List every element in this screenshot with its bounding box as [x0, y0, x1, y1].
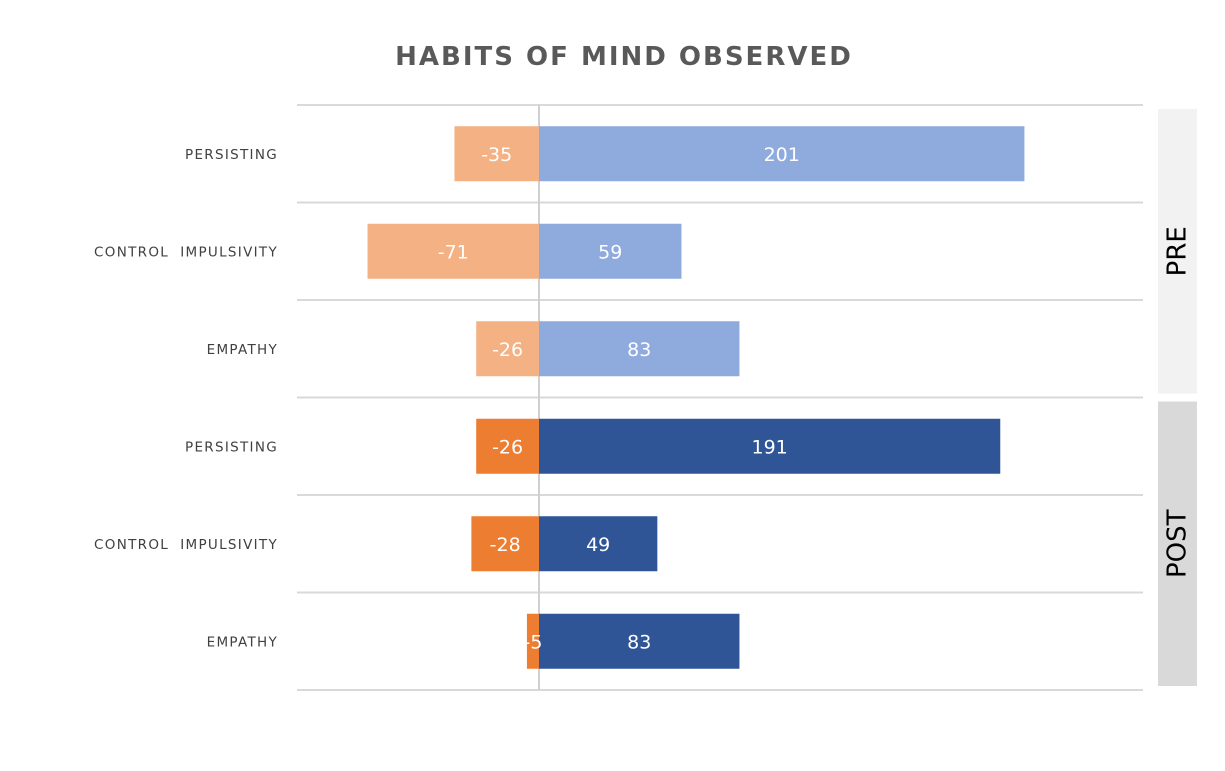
positive-value-label: 201 [764, 144, 800, 166]
chart-rows [297, 104, 1143, 691]
positive-value-label: 191 [751, 436, 787, 458]
negative-bar [476, 418, 539, 474]
positive-bar [539, 126, 1025, 182]
positive-value-label: 83 [627, 631, 651, 653]
category-label: EMPATHY [207, 634, 278, 650]
negative-value-label: -35 [481, 144, 512, 166]
negative-bar [526, 613, 539, 669]
negative-value-label: -26 [492, 339, 523, 361]
positive-bar [539, 418, 1001, 474]
chart-title: HABITS OF MIND OBSERVED [395, 42, 853, 72]
category-label: EMPATHY [207, 342, 278, 358]
group-panel [1158, 401, 1197, 686]
group-label: PRE [1163, 226, 1193, 276]
negative-bar [454, 126, 539, 182]
negative-value-label: -28 [490, 534, 521, 556]
negative-bar [367, 223, 539, 279]
positive-value-label: 83 [627, 339, 651, 361]
chart-group-panels: PRE POST [1158, 109, 1197, 686]
category-label: PERSISTING [185, 147, 278, 163]
negative-bar [471, 516, 539, 572]
positive-bar [539, 613, 740, 669]
group-label: POST [1163, 509, 1193, 578]
positive-bar [539, 223, 682, 279]
category-label: PERSISTING [185, 439, 278, 455]
positive-bar [539, 516, 658, 572]
negative-value-label: -71 [438, 241, 469, 263]
positive-value-label: 59 [598, 241, 622, 263]
positive-bar [539, 321, 740, 377]
group-panel [1158, 109, 1197, 394]
negative-value-label: -5 [523, 631, 542, 653]
chart-labels: PERSISTING -35 201 CONTROL IMPULSIVITY -71 59… [94, 144, 800, 654]
positive-value-label: 49 [586, 534, 610, 556]
category-label: CONTROL IMPULSIVITY [94, 537, 278, 553]
negative-bar [476, 321, 539, 377]
category-label: CONTROL IMPULSIVITY [94, 244, 278, 260]
negative-value-label: -26 [492, 436, 523, 458]
chart-bars [367, 126, 1025, 669]
